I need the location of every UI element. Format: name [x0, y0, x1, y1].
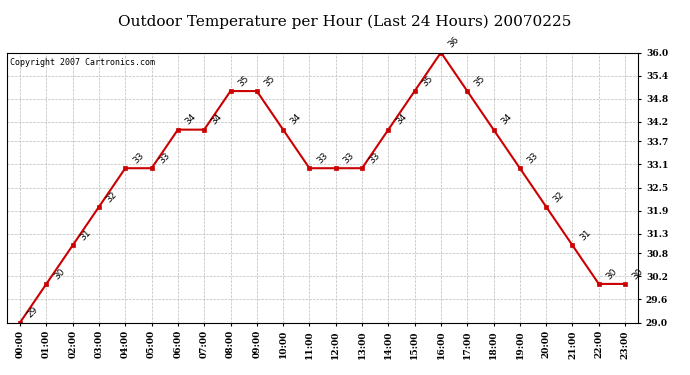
Text: 34: 34: [499, 112, 513, 127]
Text: 33: 33: [368, 151, 382, 165]
Text: 32: 32: [552, 190, 566, 204]
Text: 33: 33: [157, 151, 172, 165]
Text: 32: 32: [104, 190, 119, 204]
Text: 33: 33: [315, 151, 329, 165]
Text: 34: 34: [184, 112, 198, 127]
Text: Outdoor Temperature per Hour (Last 24 Hours) 20070225: Outdoor Temperature per Hour (Last 24 Ho…: [118, 15, 572, 29]
Text: 35: 35: [420, 74, 435, 88]
Text: Copyright 2007 Cartronics.com: Copyright 2007 Cartronics.com: [10, 58, 155, 67]
Text: 31: 31: [78, 228, 92, 243]
Text: 35: 35: [473, 74, 487, 88]
Text: 34: 34: [288, 112, 303, 127]
Text: 36: 36: [446, 35, 461, 50]
Text: 29: 29: [26, 305, 40, 320]
Text: 34: 34: [210, 112, 224, 127]
Text: 30: 30: [604, 267, 619, 281]
Text: 30: 30: [631, 267, 645, 281]
Text: 34: 34: [394, 112, 408, 127]
Text: 31: 31: [578, 228, 593, 243]
Text: 33: 33: [131, 151, 146, 165]
Text: 33: 33: [342, 151, 356, 165]
Text: 35: 35: [262, 74, 277, 88]
Text: 33: 33: [525, 151, 540, 165]
Text: 35: 35: [236, 74, 250, 88]
Text: 30: 30: [52, 267, 66, 281]
